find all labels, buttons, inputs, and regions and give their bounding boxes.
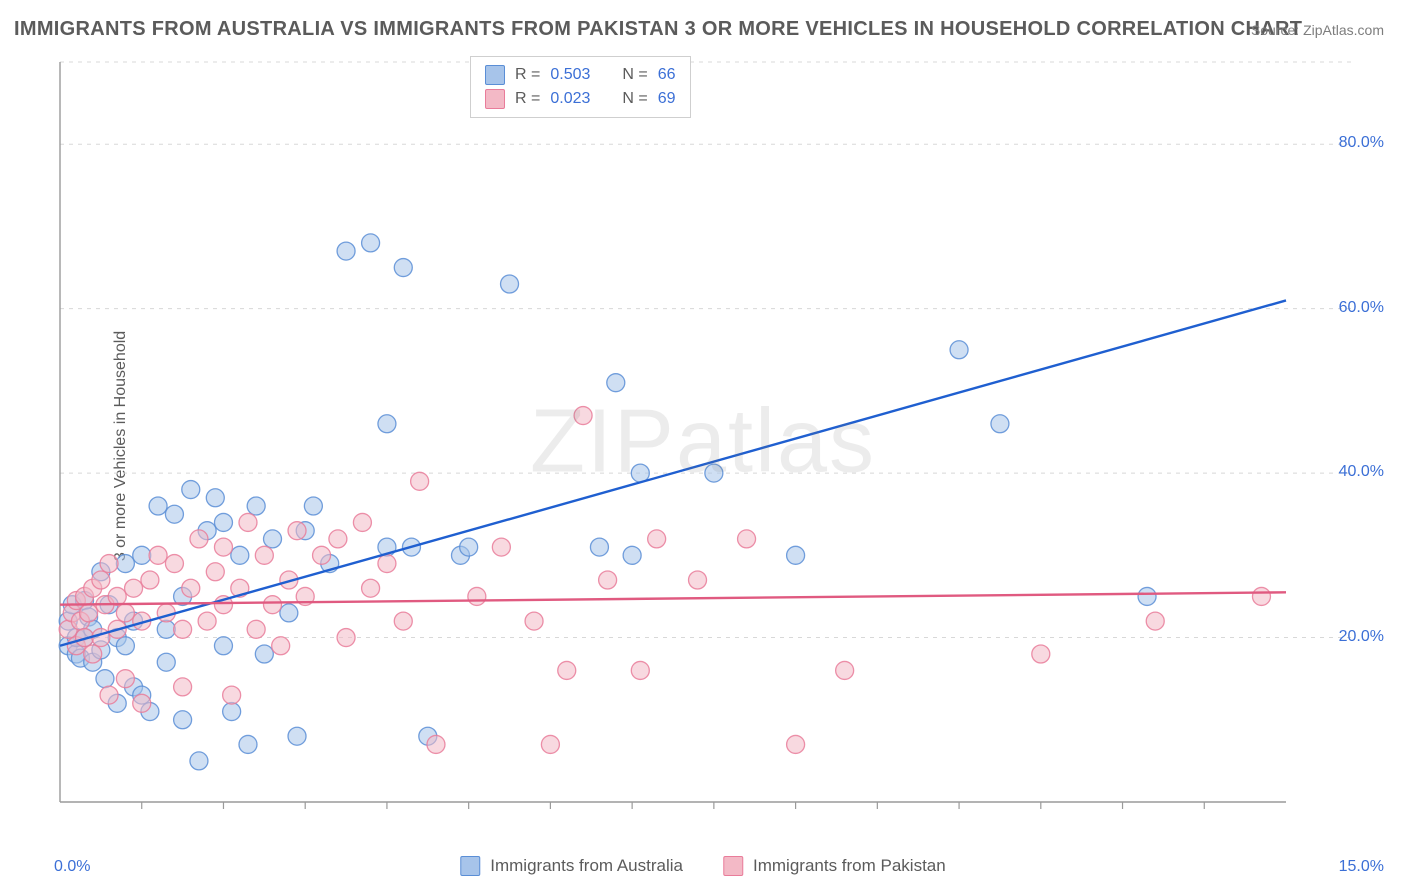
legend-correlation-box: R = 0.503 N = 66 R = 0.023 N = 69 [470, 56, 691, 118]
legend-n-value: 69 [658, 87, 676, 111]
legend-r-label: R = [515, 87, 540, 111]
legend-series-label: Immigrants from Australia [490, 856, 683, 876]
legend-swatch [485, 89, 505, 109]
y-tick-label: 20.0% [1339, 628, 1384, 646]
legend-series-item: Immigrants from Pakistan [723, 856, 946, 876]
legend-n-value: 66 [658, 63, 676, 87]
legend-series: Immigrants from Australia Immigrants from… [460, 856, 945, 876]
legend-swatch [460, 856, 480, 876]
y-tick-label: 60.0% [1339, 299, 1384, 317]
chart-area: ZIPatlas [50, 52, 1356, 832]
chart-title: IMMIGRANTS FROM AUSTRALIA VS IMMIGRANTS … [14, 18, 1302, 41]
y-tick-label: 40.0% [1339, 463, 1384, 481]
legend-swatch [485, 65, 505, 85]
legend-n-label: N = [622, 87, 647, 111]
legend-correlation-row: R = 0.503 N = 66 [485, 63, 676, 87]
legend-series-label: Immigrants from Pakistan [753, 856, 946, 876]
source-attribution: Source: ZipAtlas.com [1251, 22, 1384, 38]
legend-correlation-row: R = 0.023 N = 69 [485, 87, 676, 111]
legend-series-item: Immigrants from Australia [460, 856, 683, 876]
y-tick-label: 80.0% [1339, 134, 1384, 152]
x-axis-min-label: 0.0% [54, 858, 90, 876]
legend-r-value: 0.023 [550, 87, 590, 111]
scatter-plot [50, 52, 1356, 832]
legend-r-label: R = [515, 63, 540, 87]
legend-r-value: 0.503 [550, 63, 590, 87]
legend-n-label: N = [622, 63, 647, 87]
x-axis-max-label: 15.0% [1339, 858, 1384, 876]
legend-swatch [723, 856, 743, 876]
